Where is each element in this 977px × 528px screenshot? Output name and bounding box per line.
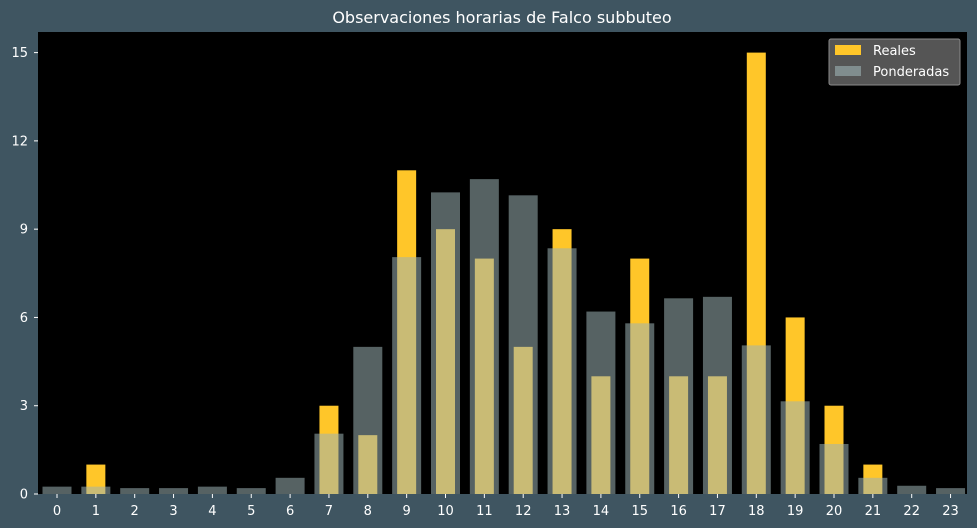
legend-box — [828, 38, 961, 86]
x-tick-label: 8 — [364, 504, 372, 519]
x-tick-label: 6 — [286, 504, 294, 519]
x-tick-label: 2 — [131, 504, 139, 519]
y-tick-label: 9 — [20, 223, 28, 238]
bar-ponderadas-23 — [936, 488, 966, 494]
y-tick-label: 15 — [11, 46, 28, 61]
bar-ponderadas-11 — [469, 179, 499, 494]
bar-ponderadas-3 — [159, 488, 189, 494]
legend-label-reales: Reales — [873, 44, 916, 59]
bar-ponderadas-16 — [664, 298, 694, 494]
bar-ponderadas-10 — [431, 192, 460, 494]
bar-ponderadas-18 — [741, 345, 771, 494]
x-tick-label: 7 — [325, 504, 333, 519]
x-tick-label: 0 — [53, 504, 61, 519]
ponderadas-bars — [42, 179, 966, 494]
bar-ponderadas-22 — [897, 485, 927, 494]
bar-ponderadas-13 — [547, 248, 577, 494]
x-tick-label: 18 — [748, 504, 765, 519]
bar-ponderadas-21 — [858, 477, 888, 494]
bar-ponderadas-15 — [625, 323, 655, 494]
bar-ponderadas-2 — [120, 488, 150, 494]
x-tick-label: 5 — [247, 504, 255, 519]
plot-area — [38, 32, 967, 494]
bar-ponderadas-0 — [42, 486, 72, 494]
bar-ponderadas-14 — [586, 311, 616, 494]
x-tick-label: 9 — [403, 504, 411, 519]
bar-ponderadas-12 — [508, 195, 538, 494]
y-tick-label: 0 — [20, 488, 28, 503]
y-axis-ticks: 0 3 6 9 12 15 — [11, 46, 38, 503]
x-tick-label: 20 — [826, 504, 843, 519]
x-tick-label: 19 — [787, 504, 804, 519]
x-tick-label: 23 — [942, 504, 959, 519]
bar-ponderadas-19 — [780, 401, 810, 494]
x-tick-label: 4 — [208, 504, 216, 519]
legend-swatch-ponderadas — [835, 66, 861, 76]
bar-ponderadas-1 — [81, 486, 111, 494]
x-tick-label: 16 — [670, 504, 687, 519]
y-tick-label: 12 — [11, 134, 28, 149]
y-tick-label: 3 — [20, 399, 28, 414]
x-tick-label: 14 — [593, 504, 610, 519]
x-tick-label: 22 — [903, 504, 920, 519]
y-tick-label: 6 — [20, 311, 28, 326]
x-tick-label: 10 — [437, 504, 454, 519]
legend-label-ponderadas: Ponderadas — [873, 65, 949, 80]
legend-swatch-reales — [835, 45, 861, 55]
x-tick-label: 15 — [631, 504, 648, 519]
bar-ponderadas-20 — [819, 443, 849, 494]
x-tick-label: 1 — [92, 504, 100, 519]
legend: Reales Ponderadas — [828, 38, 961, 86]
x-tick-label: 21 — [865, 504, 882, 519]
x-tick-label: 13 — [554, 504, 571, 519]
bar-ponderadas-17 — [702, 296, 732, 494]
bar-ponderadas-4 — [197, 486, 227, 494]
bar-ponderadas-9 — [392, 257, 422, 494]
x-axis-ticks: 0 1 2 3 4 5 6 7 8 9 10 11 12 13 14 15 16 17 18 19 20 21 22 23 — [53, 494, 959, 519]
bar-ponderadas-6 — [275, 477, 305, 494]
bar-ponderadas-8 — [353, 346, 383, 494]
bar-ponderadas-7 — [314, 433, 344, 494]
chart-title: Observaciones horarias de Falco subbuteo — [332, 8, 671, 27]
x-tick-label: 3 — [169, 504, 177, 519]
bar-ponderadas-5 — [236, 488, 266, 494]
x-tick-label: 17 — [709, 504, 726, 519]
x-tick-label: 11 — [476, 504, 493, 519]
x-tick-label: 12 — [515, 504, 532, 519]
